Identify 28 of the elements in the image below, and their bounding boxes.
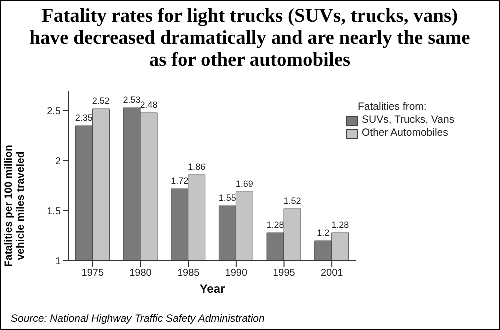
chart-title: Fatality rates for light trucks (SUVs, trucks, vans) have decreased dramatically and are nearly the same as for other automobiles <box>28 5 472 72</box>
x-tick-label: 2001 <box>320 268 344 280</box>
data-label: 1.86 <box>188 162 206 172</box>
legend-label: Other Automobiles <box>361 127 450 140</box>
y-tick-label: 2 <box>55 156 62 168</box>
data-label: 1.52 <box>284 196 302 206</box>
source-note: Source: National Highway Traffic Safety Administration <box>11 313 265 325</box>
y-tick-label: 1.5 <box>47 206 62 218</box>
data-label: 2.48 <box>140 100 158 110</box>
data-label: 1.69 <box>236 179 254 189</box>
y-tick-label: 1 <box>55 256 62 268</box>
legend-title: Fatalities from: <box>357 101 428 114</box>
x-tick-label: 1980 <box>130 268 152 280</box>
data-label: 2.53 <box>123 95 141 105</box>
legend-label: SUVs, Trucks, Vans <box>361 114 456 127</box>
y-tick-label: 2.5 <box>47 106 62 118</box>
data-label: 1.55 <box>218 193 236 203</box>
data-label: 2.52 <box>92 96 110 106</box>
data-label: 1.2 <box>317 228 330 238</box>
x-tick-label: 1985 <box>177 268 200 280</box>
y-axis-title: Fatalities per 100 million vehicle miles traveled <box>3 144 28 269</box>
data-label: 1.28 <box>332 220 350 230</box>
x-tick-label: 1975 <box>82 268 104 280</box>
x-tick-label: 1995 <box>273 268 296 280</box>
x-axis-title: Year <box>200 282 226 296</box>
data-label: 1.28 <box>266 220 284 230</box>
x-tick-label: 1990 <box>225 268 248 280</box>
data-label: 2.35 <box>75 113 93 123</box>
